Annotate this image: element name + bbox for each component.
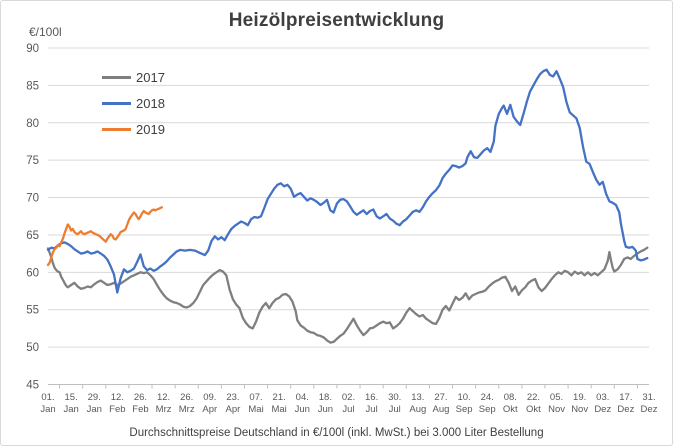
x-tick-label-day: 12. bbox=[111, 392, 124, 403]
x-tick-label-day: 02. bbox=[342, 392, 355, 403]
y-tick-label: 65 bbox=[26, 230, 39, 242]
y-tick-label: 90 bbox=[26, 43, 39, 55]
x-tick-label-day: 26. bbox=[134, 392, 147, 403]
y-axis-unit-label: €/100l bbox=[29, 25, 62, 39]
x-tick-label-day: 31. bbox=[642, 392, 655, 403]
legend-item-2017: 2017 bbox=[102, 64, 165, 90]
x-tick-label-month: Sep bbox=[456, 404, 473, 415]
x-tick-label-month: Sep bbox=[479, 404, 496, 415]
legend-line-swatch-2017 bbox=[102, 75, 131, 79]
x-tick-label-day: 22. bbox=[527, 392, 540, 403]
chart-title: Heizölpreisentwicklung bbox=[228, 10, 445, 31]
x-tick-label-day: 30. bbox=[388, 392, 401, 403]
x-tick-label-month: Nov bbox=[571, 404, 588, 415]
series-line-2018 bbox=[46, 68, 649, 294]
x-tick-label-day: 01. bbox=[41, 392, 54, 403]
x-tick-label-day: 17. bbox=[619, 392, 632, 403]
x-tick-label-month: Feb bbox=[109, 404, 125, 415]
y-tick-label: 85 bbox=[26, 80, 39, 92]
x-tick-label-day: 08. bbox=[504, 392, 517, 403]
x-tick-label-day: 29. bbox=[88, 392, 101, 403]
y-tick-label: 70 bbox=[26, 193, 39, 205]
x-tick-label-month: Feb bbox=[132, 404, 148, 415]
x-tick-label-day: 23. bbox=[226, 392, 239, 403]
x-tick-label-month: Mrz bbox=[156, 404, 172, 415]
x-tick-label-day: 09. bbox=[203, 392, 216, 403]
legend-line-swatch-2019 bbox=[102, 127, 131, 131]
x-tick-label-month: Mrz bbox=[179, 404, 195, 415]
x-tick-label-month: Jul bbox=[366, 404, 378, 415]
x-tick-label-month: Aug bbox=[433, 404, 450, 415]
legend-label-2017: 2017 bbox=[136, 69, 165, 85]
x-tick-label-month: Jul bbox=[389, 404, 401, 415]
x-tick-label-month: Jun bbox=[318, 404, 333, 415]
x-tick-label-month: Apr bbox=[226, 404, 241, 415]
y-tick-label: 75 bbox=[26, 155, 39, 167]
x-tick-label-month: Aug bbox=[409, 404, 426, 415]
x-tick-label-month: Dez bbox=[594, 404, 611, 415]
x-tick-label-month: Mai bbox=[271, 404, 286, 415]
x-tick-label-month: Okt bbox=[503, 404, 518, 415]
x-tick-label-month: Okt bbox=[526, 404, 541, 415]
legend-item-2018: 2018 bbox=[102, 90, 165, 116]
x-tick-label-day: 05. bbox=[550, 392, 563, 403]
chart-footer: Durchschnittspreise Deutschland in €/100… bbox=[129, 427, 544, 439]
x-tick-label-day: 07. bbox=[249, 392, 262, 403]
x-tick-label-day: 27. bbox=[434, 392, 447, 403]
series-line-2017 bbox=[46, 246, 649, 344]
x-tick-label-day: 21. bbox=[273, 392, 286, 403]
legend-item-2019: 2019 bbox=[102, 116, 165, 142]
x-tick-label-month: Jun bbox=[295, 404, 310, 415]
x-tick-label-month: Jan bbox=[63, 404, 78, 415]
x-tick-label-day: 24. bbox=[481, 392, 494, 403]
x-tick-label-month: Nov bbox=[548, 404, 565, 415]
y-tick-label: 55 bbox=[26, 305, 39, 317]
x-tick-label-month: Jul bbox=[342, 404, 354, 415]
x-tick-label-day: 10. bbox=[457, 392, 470, 403]
x-tick-label-month: Apr bbox=[202, 404, 217, 415]
x-tick-label-day: 03. bbox=[596, 392, 609, 403]
series-line-2019 bbox=[46, 206, 164, 267]
y-tick-label: 50 bbox=[26, 342, 39, 354]
x-tick-label-day: 19. bbox=[573, 392, 586, 403]
x-tick-label-month: Mai bbox=[248, 404, 263, 415]
y-tick-label: 80 bbox=[26, 118, 39, 130]
legend-label-2018: 2018 bbox=[136, 95, 165, 111]
y-tick-label: 60 bbox=[26, 267, 39, 279]
x-tick-label-month: Jan bbox=[87, 404, 102, 415]
x-tick-label-day: 16. bbox=[365, 392, 378, 403]
x-tick-label-day: 13. bbox=[411, 392, 424, 403]
legend-line-swatch-2018 bbox=[102, 101, 131, 105]
x-tick-label-month: Dez bbox=[617, 404, 634, 415]
x-tick-label-day: 04. bbox=[296, 392, 309, 403]
x-tick-label-month: Dez bbox=[641, 404, 658, 415]
x-tick-label-day: 15. bbox=[65, 392, 78, 403]
y-tick-label: 45 bbox=[26, 380, 39, 392]
x-tick-label-day: 12. bbox=[157, 392, 170, 403]
x-tick-label-day: 18. bbox=[319, 392, 332, 403]
x-tick-label-day: 26. bbox=[180, 392, 193, 403]
legend: 2017 2018 2019 bbox=[102, 64, 165, 142]
x-tick-label-month: Jan bbox=[40, 404, 55, 415]
legend-label-2019: 2019 bbox=[136, 121, 165, 137]
